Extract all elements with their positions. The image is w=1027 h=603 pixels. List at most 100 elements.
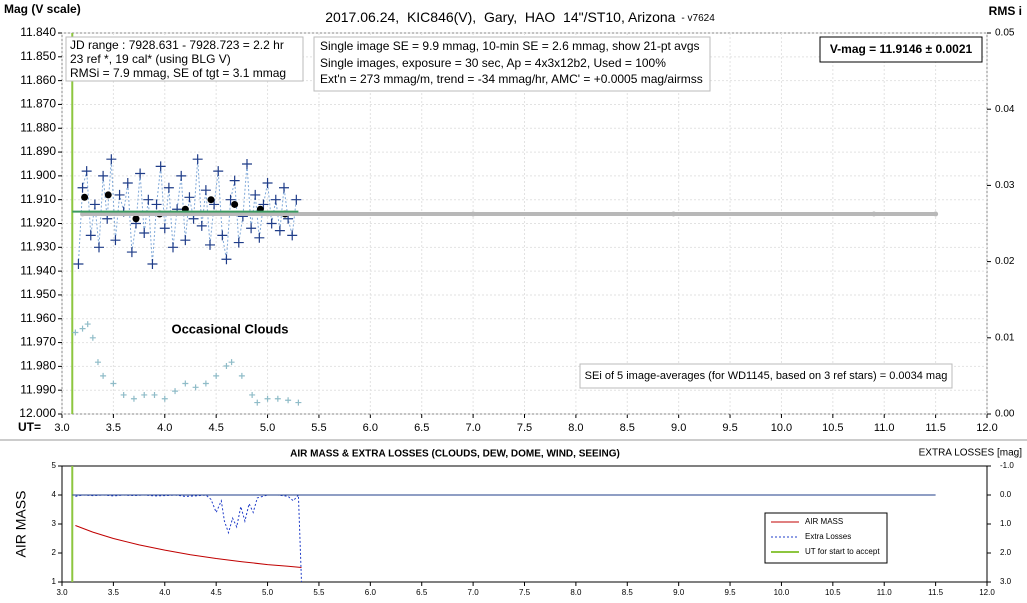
y2-tick-label: -1.0 (1000, 461, 1014, 470)
data-point (184, 192, 195, 203)
y-tick-label: 11.980 (20, 359, 56, 373)
legend-label: AIR MASS (805, 517, 843, 526)
data-point (73, 258, 84, 269)
data-point (264, 395, 271, 402)
title-suffix: - v7624 (681, 13, 715, 24)
data-point (242, 158, 252, 169)
data-point (122, 178, 133, 189)
data-point (217, 230, 228, 241)
data-point (200, 185, 211, 196)
data-point (229, 175, 240, 186)
annotation: 23 ref *, 19 cal* (using BLG V) (70, 52, 231, 66)
x-tick-label: 7.5 (519, 588, 531, 597)
data-point (287, 230, 298, 241)
data-point (254, 232, 265, 243)
data-point (207, 196, 215, 204)
data-point (94, 242, 104, 253)
legend: AIR MASS Extra Losses UT for start to acce… (764, 512, 888, 564)
x-tick-label: 9.0 (671, 422, 686, 434)
x-tick-label: 4.5 (209, 422, 224, 434)
chart-title: AIR MASS & EXTRA LOSSES (CLOUDS, DEW, DO… (290, 449, 620, 460)
data-point (262, 178, 273, 189)
x-tick-label: 5.5 (313, 588, 325, 597)
data-point (285, 397, 292, 404)
annotation: JD range : 7928.631 - 7928.723 = 2.2 hr (70, 38, 284, 52)
data-point (81, 166, 92, 177)
y-axis-label: Mag (V scale) (4, 2, 81, 16)
y-tick-label: 11.940 (20, 263, 56, 277)
x-tick-label: 11.0 (874, 422, 895, 434)
data-point (159, 223, 170, 234)
annotations: JD range : 7928.631 - 7928.723 = 2.2 hr … (65, 36, 983, 389)
y-tick-label: 11.910 (20, 192, 56, 206)
data-point (85, 230, 96, 241)
title-main: 2017.06.24, KIC846(V), Gary, HAO 14"/ST1… (325, 9, 675, 25)
y2-tick-label: 0.01 (995, 332, 1015, 343)
info-box (65, 36, 304, 82)
x-tick-label: 11.5 (925, 422, 946, 434)
info-box (579, 363, 953, 389)
info-box (313, 36, 711, 92)
data-point (238, 372, 245, 379)
data-point (470, 211, 476, 217)
data-point (72, 329, 79, 336)
legend-label: Extra Losses (805, 532, 851, 541)
data-point (180, 235, 191, 246)
data-point (94, 359, 101, 366)
x-tick-label: 10.5 (822, 422, 843, 434)
y-tick-label: 11.840 (20, 25, 56, 39)
data-point (104, 191, 112, 199)
data-point (110, 380, 117, 387)
data-point (132, 215, 140, 223)
y-axis-label: AIR MASS (13, 491, 29, 558)
y-tick-label: 1 (52, 577, 57, 586)
data-point (196, 220, 207, 231)
x-tick-label: 5.5 (311, 422, 326, 434)
data-point (89, 199, 100, 210)
y2-tick-label: 0.03 (995, 180, 1015, 191)
y-tick-label: 11.970 (20, 335, 56, 349)
data-point (151, 391, 158, 398)
x-tick-label: 11.5 (928, 588, 944, 597)
data-point (81, 193, 89, 201)
x-tick-label: 4.0 (159, 588, 171, 597)
data-point (871, 211, 877, 217)
y-tick-label: 11.870 (20, 97, 56, 111)
result-box (819, 36, 983, 63)
x-tick-label: 8.5 (622, 588, 634, 597)
data-point (80, 211, 86, 217)
legend-box (764, 512, 888, 564)
y-tick-label: 11.960 (20, 311, 56, 325)
data-point (213, 166, 224, 177)
data-point (221, 254, 232, 265)
x-tick-label: 9.0 (673, 588, 685, 597)
x-tick-label: 5.0 (260, 422, 275, 434)
data-point (246, 223, 257, 234)
annotation: V-mag = 11.9146 ± 0.0021 (830, 42, 973, 56)
x-tick-label: 8.0 (570, 588, 582, 597)
x-tick-label: 7.0 (465, 422, 480, 434)
data-point (100, 372, 107, 379)
data-point (270, 194, 281, 205)
annotation: Ext'n = 273 mmag/m, trend = -34 mmag/hr,… (320, 72, 703, 86)
data-point (114, 189, 125, 200)
x-tick-label: 10.5 (825, 588, 841, 597)
y-tick-label: 11.850 (20, 49, 56, 63)
y-tick-label: 11.920 (20, 216, 56, 230)
data-point (250, 189, 261, 200)
y-tick-label: 11.890 (20, 144, 56, 158)
x-tick-label: 3.0 (54, 422, 69, 434)
x-tick-label: 11.0 (877, 588, 893, 597)
annotation: RMSi = 7.9 mmag, SE of tgt = 3.1 mmag (70, 66, 286, 80)
x-tick-label: 7.0 (468, 588, 480, 597)
x-tick-label: 9.5 (722, 422, 737, 434)
x-tick-label: 12.0 (979, 588, 995, 597)
y2-tick-label: 0.05 (995, 28, 1015, 39)
data-point (274, 225, 285, 236)
x-tick-label: 3.5 (108, 588, 120, 597)
annotation: Single image SE = 9.9 mmag, 10-min SE = … (320, 39, 700, 53)
data-point (143, 194, 154, 205)
data-point (249, 391, 256, 398)
y-tick-label: 3 (52, 519, 57, 528)
